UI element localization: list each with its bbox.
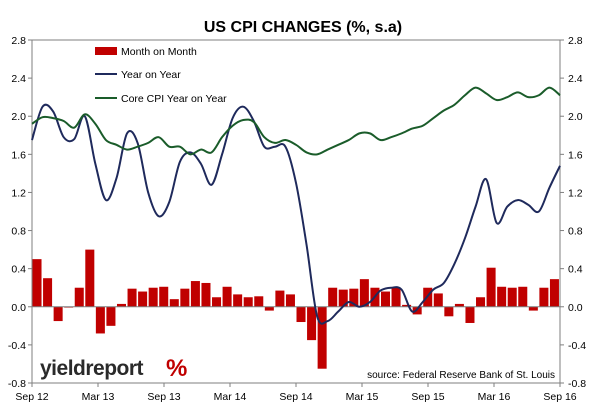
source-note: source: Federal Reserve Bank of St. Loui… <box>367 370 555 381</box>
mom-bar <box>359 279 369 307</box>
mom-bar <box>85 249 95 307</box>
mom-bar <box>444 306 454 317</box>
mom-bar <box>549 279 559 307</box>
y-tick-label-left: 0.4 <box>11 264 26 276</box>
legend-swatch-month-on-month <box>95 47 117 55</box>
y-tick-label-left: -0.4 <box>8 340 26 352</box>
yieldreport-logo: yieldreport % <box>40 355 187 382</box>
y-tick-label-right: 1.2 <box>568 187 583 199</box>
core-cpi-year-on-year-line <box>31 86 561 156</box>
mom-bar <box>518 286 528 307</box>
mom-bar <box>317 306 327 369</box>
x-tick-label: Sep 13 <box>147 391 180 403</box>
mom-bar <box>190 281 200 307</box>
mom-bar <box>233 294 243 307</box>
y-tick-label-right: 2.8 <box>568 35 583 47</box>
mom-bar <box>476 297 486 307</box>
x-tick-label: Sep 15 <box>411 391 444 403</box>
y-tick-label-right: -0.8 <box>568 378 586 390</box>
mom-bar <box>159 286 169 307</box>
mom-bar <box>116 303 126 307</box>
mom-bar <box>402 304 412 307</box>
mom-bar <box>497 286 507 307</box>
y-axis-right: -0.8 -0.4 0.0 0.4 0.8 1.2 1.6 2.0 2.4 2.8 <box>560 35 586 390</box>
y-axis-left: -0.8 -0.4 0.0 0.4 0.8 1.2 1.6 2.0 2.4 2.8 <box>8 35 32 390</box>
y-tick-label-right: 2.4 <box>568 73 583 85</box>
mom-bar <box>53 306 63 322</box>
legend-label-core-cpi: Core CPI Year on Year <box>121 93 227 105</box>
y-tick-label-left: 0.8 <box>11 226 26 238</box>
legend-label-month-on-month: Month on Month <box>121 46 197 58</box>
mom-bar <box>285 294 295 307</box>
mom-bar <box>95 306 105 334</box>
mom-bar <box>169 299 179 307</box>
mom-bar <box>275 290 285 307</box>
mom-bar <box>328 287 338 307</box>
mom-bar <box>307 306 317 341</box>
logo-wordmark: yieldreport <box>40 357 144 380</box>
mom-bar <box>380 291 390 307</box>
x-tick-label: Sep 12 <box>15 391 48 403</box>
mom-bar <box>486 267 496 307</box>
y-tick-label-right: 0.8 <box>568 226 583 238</box>
series-lines <box>31 86 561 325</box>
mom-bar <box>243 297 253 307</box>
mom-bar <box>127 288 137 307</box>
y-tick-label-right: 2.0 <box>568 111 583 123</box>
mom-bar <box>465 306 475 323</box>
x-tick-label: Mar 16 <box>478 391 511 403</box>
mom-bar <box>539 287 549 307</box>
mom-bar <box>148 287 158 307</box>
mom-bar <box>264 306 274 311</box>
y-tick-label-left: 2.0 <box>11 111 26 123</box>
y-tick-label-right: 0.0 <box>568 302 583 314</box>
month-on-month-bars <box>32 249 559 369</box>
mom-bar <box>138 291 148 307</box>
year-on-year-line <box>31 103 561 325</box>
y-tick-label-left: -0.8 <box>8 378 26 390</box>
y-tick-label-left: 1.2 <box>11 187 26 199</box>
chart-title: US CPI CHANGES (%, s.a) <box>204 19 402 36</box>
mom-bar <box>106 306 116 326</box>
mom-bar <box>391 287 401 307</box>
x-tick-label: Mar 13 <box>82 391 115 403</box>
mom-bar <box>212 297 222 307</box>
mom-bar <box>349 288 359 307</box>
y-tick-label-left: 1.6 <box>11 149 26 161</box>
x-tick-label: Sep 16 <box>543 391 576 403</box>
y-tick-label-left: 2.8 <box>11 35 26 47</box>
legend: Month on Month Year on Year Core CPI Yea… <box>95 46 227 105</box>
mom-bar <box>454 303 464 307</box>
y-tick-label-left: 0.0 <box>11 302 26 314</box>
x-tick-label: Sep 14 <box>279 391 312 403</box>
y-tick-label-right: -0.4 <box>568 340 586 352</box>
mom-bar <box>433 293 443 307</box>
x-tick-label: Mar 14 <box>214 391 247 403</box>
mom-bar <box>201 282 211 307</box>
mom-bar <box>32 259 42 307</box>
mom-bar <box>254 296 264 307</box>
mom-bar <box>180 288 190 307</box>
mom-bar <box>528 306 538 311</box>
y-tick-label-right: 0.4 <box>568 264 583 276</box>
mom-bar <box>507 287 517 307</box>
legend-label-year-on-year: Year on Year <box>121 69 181 81</box>
logo-percent-icon: % <box>166 355 187 382</box>
x-tick-label: Mar 15 <box>346 391 379 403</box>
x-axis: Sep 12 Mar 13 Sep 13 Mar 14 Sep 14 Mar 15 Sep … <box>15 383 577 403</box>
mom-bar <box>222 286 232 307</box>
y-tick-label-right: 1.6 <box>568 149 583 161</box>
mom-bar <box>43 278 53 307</box>
mom-bar <box>338 289 348 307</box>
mom-bar <box>296 306 306 323</box>
mom-bar <box>74 287 84 307</box>
y-tick-label-left: 2.4 <box>11 73 26 85</box>
